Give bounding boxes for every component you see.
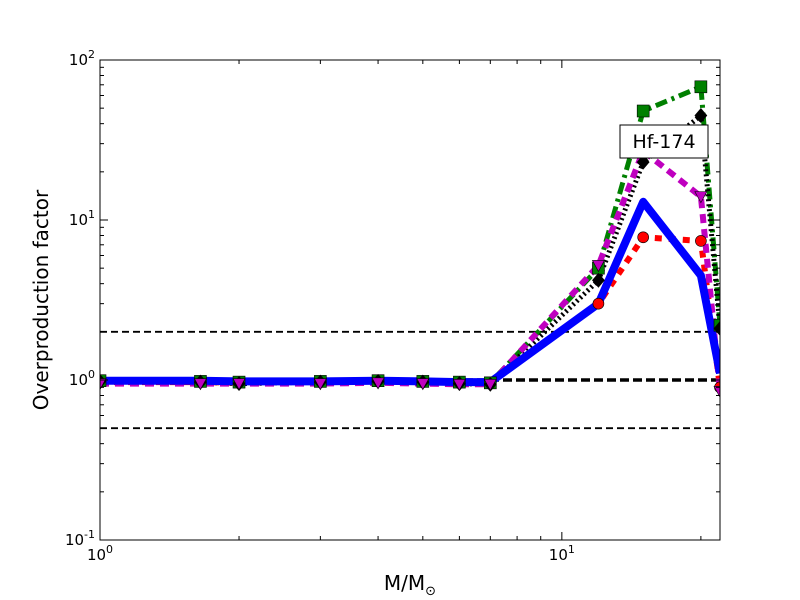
series-3-marker xyxy=(483,378,497,391)
series-0-marker xyxy=(637,231,649,244)
series-3-marker xyxy=(193,378,207,391)
series-3-marker xyxy=(713,385,720,398)
annotation-box xyxy=(619,124,709,159)
series-3-marker xyxy=(591,260,605,273)
plot-background xyxy=(100,60,720,540)
series-2-marker xyxy=(694,108,708,123)
y-axis-label: Overproduction factor xyxy=(29,189,53,410)
annotation-label: Hf-174 xyxy=(632,131,695,153)
series-3-marker xyxy=(694,191,708,204)
x-axis-label: M/M⊙ xyxy=(384,571,436,599)
series-3-marker xyxy=(371,377,385,390)
plot-frame xyxy=(99,59,721,541)
x-axis-label-main: M/M xyxy=(384,571,425,595)
y-tick-label: 102 xyxy=(69,48,95,69)
x-tick-label: 100 xyxy=(87,543,113,564)
series-3-marker xyxy=(232,378,246,391)
series-3-marker xyxy=(416,378,430,391)
series-line-4 xyxy=(100,197,720,387)
series-3-marker xyxy=(313,378,327,391)
y-tick-label: 10-1 xyxy=(65,528,95,549)
series-3-marker xyxy=(452,378,466,391)
series-1-marker xyxy=(694,80,708,94)
series-0-marker xyxy=(695,235,707,247)
series-0-marker xyxy=(592,297,605,310)
series-2-marker xyxy=(592,272,605,288)
series-1-marker xyxy=(636,104,650,118)
x-tick-label: 101 xyxy=(549,543,575,564)
x-axis-label-sub: ⊙ xyxy=(425,584,436,599)
series-2-marker xyxy=(636,154,650,170)
y-tick-label: 101 xyxy=(69,208,95,229)
series-3-marker xyxy=(100,378,107,391)
y-tick-label: 100 xyxy=(69,368,95,389)
